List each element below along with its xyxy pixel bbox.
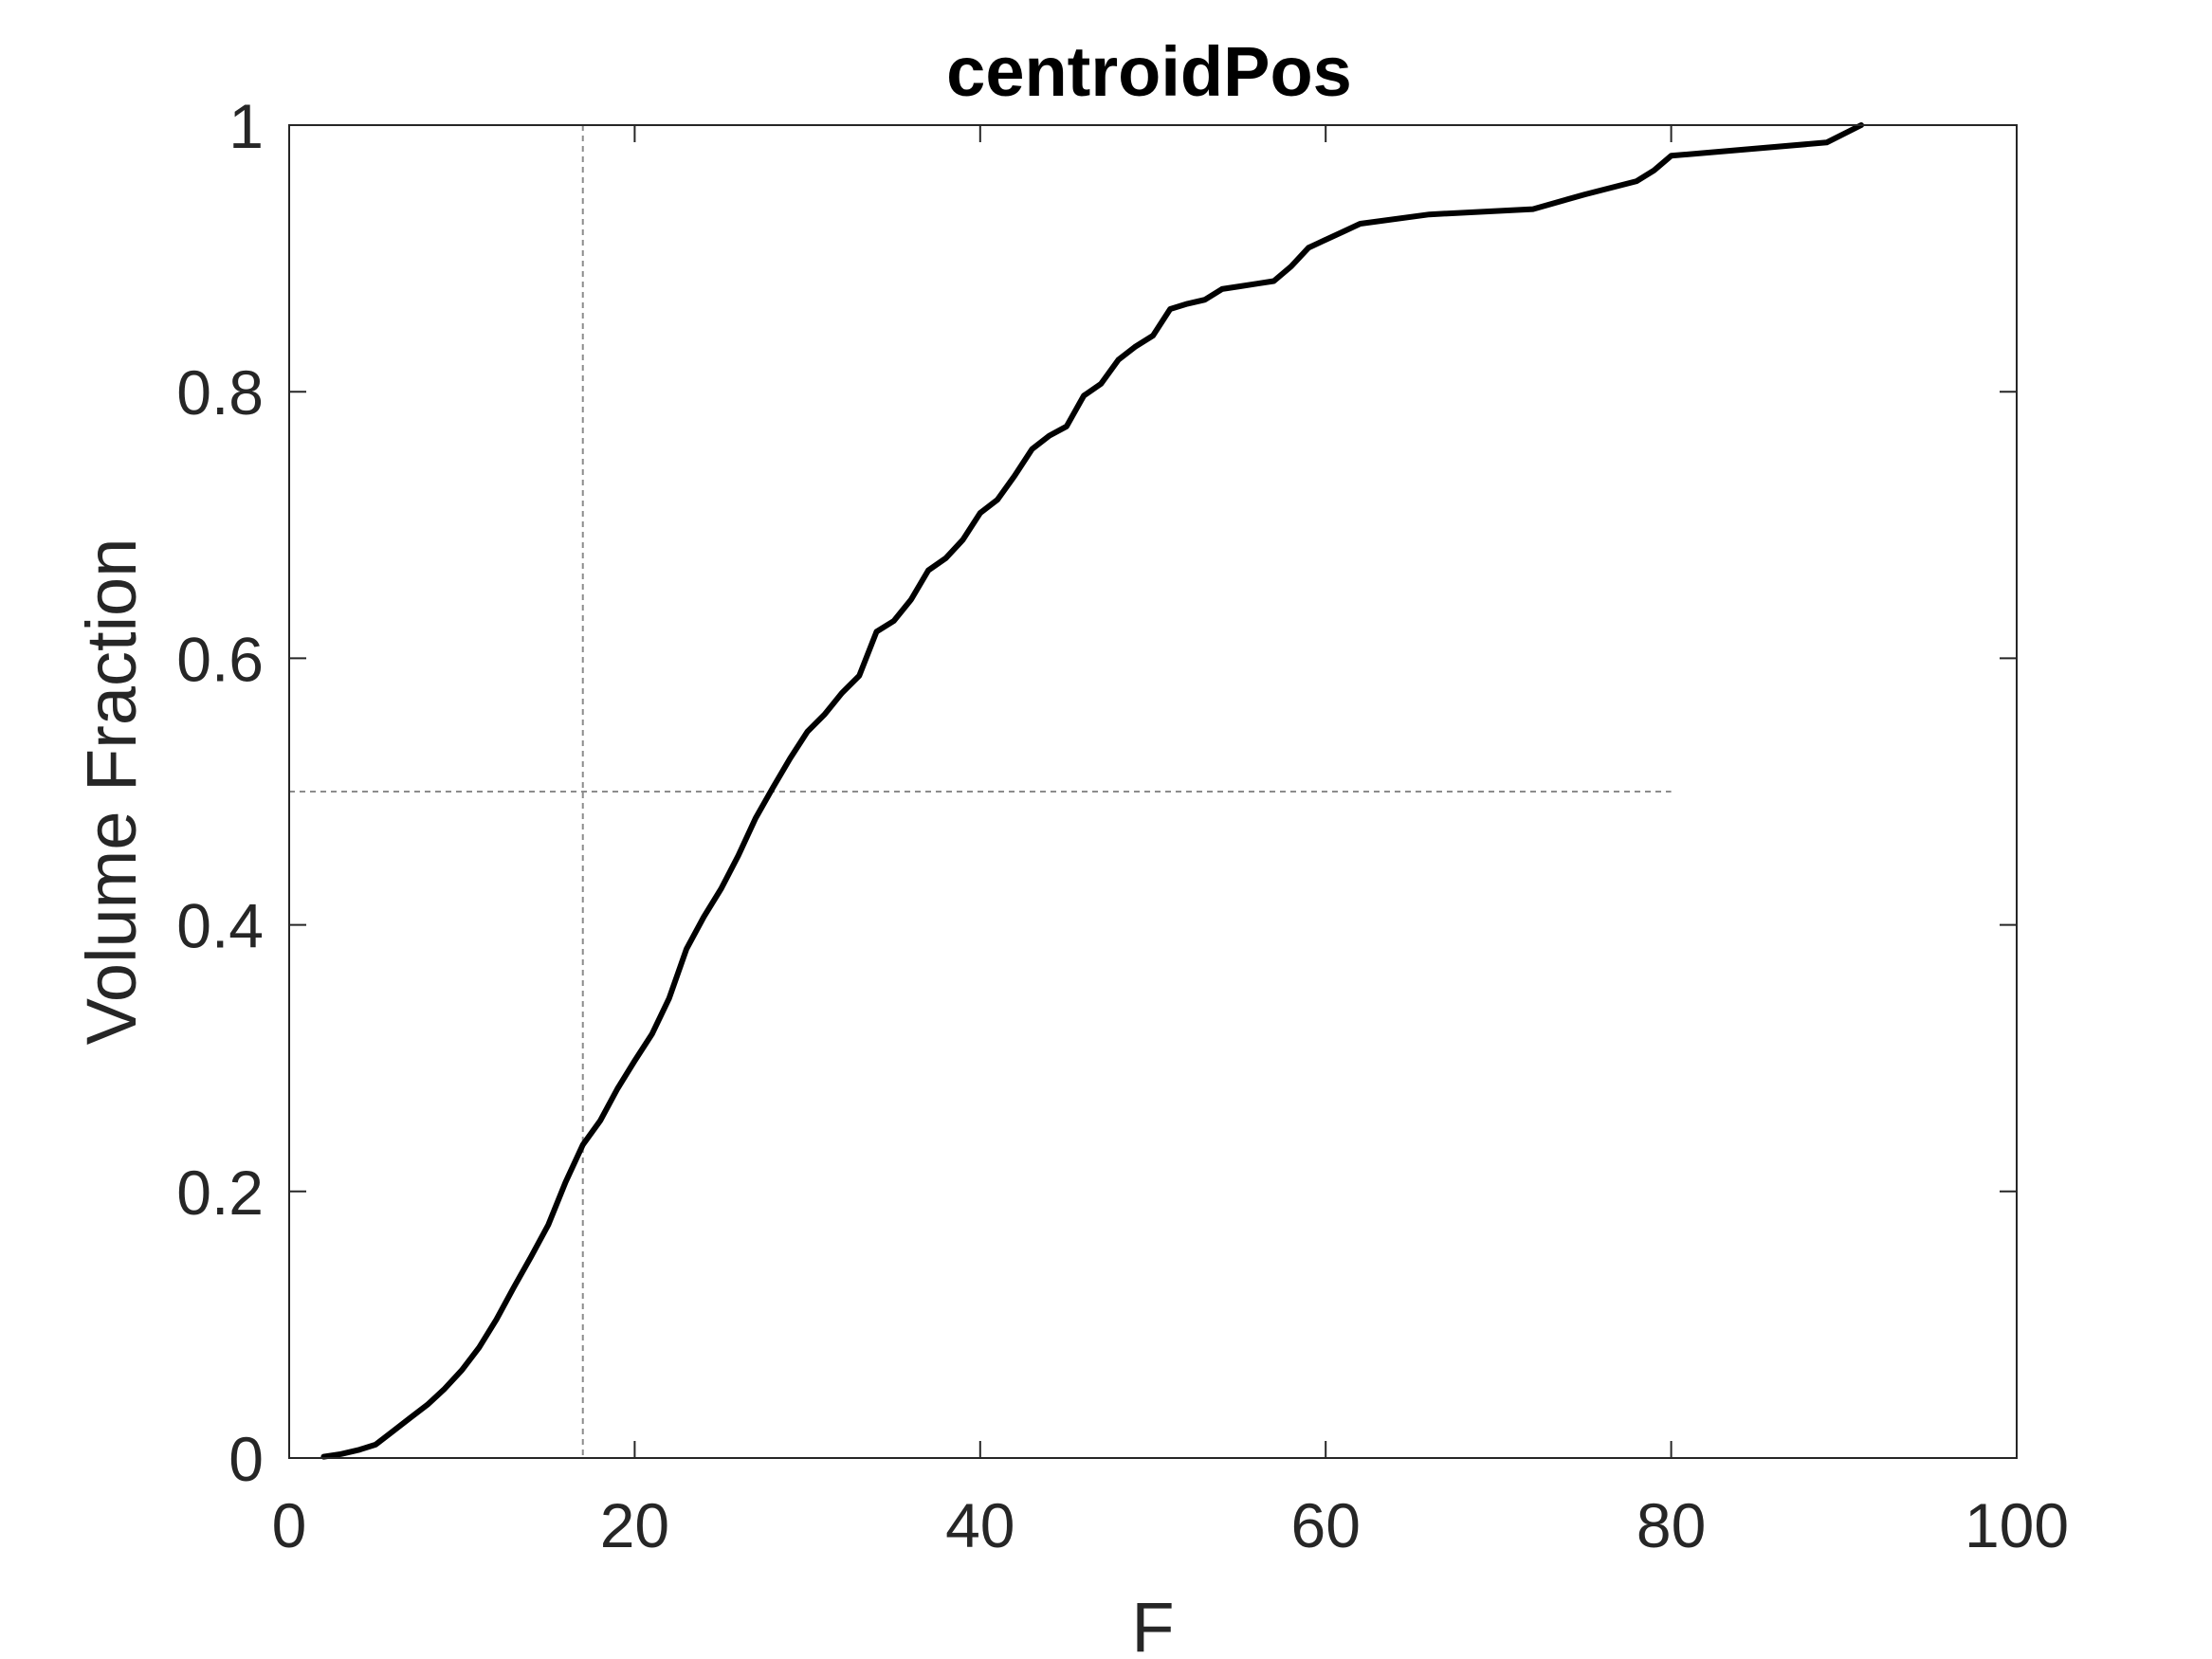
y-tick-label: 0: [229, 1424, 264, 1494]
y-tick-label: 0.6: [176, 624, 264, 694]
x-axis-label: F: [1131, 1588, 1174, 1659]
plot-area-frame: [288, 124, 2018, 1459]
y-axis: 0 0.2 0.4 0.6 0.8 1: [176, 91, 2017, 1494]
chart-title: centroidPos: [946, 32, 1352, 111]
x-tick-label: 80: [1636, 1490, 1706, 1560]
x-tick-label: 40: [945, 1490, 1015, 1560]
y-tick-label: 0.8: [176, 357, 264, 428]
x-axis: 0 20 40 60 80 100: [272, 125, 2069, 1560]
y-tick-label: 0.4: [176, 891, 264, 961]
y-axis-label: Volume Fraction: [72, 538, 151, 1046]
reference-lines: [289, 125, 1672, 1458]
x-tick-label: 60: [1290, 1490, 1360, 1560]
x-tick-label: 0: [272, 1490, 307, 1560]
y-tick-label: 0.2: [176, 1158, 264, 1228]
x-tick-label: 20: [600, 1490, 669, 1560]
series-line-0: [320, 122, 1864, 1460]
y-tick-label: 1: [229, 91, 264, 161]
series-layer: [320, 122, 1864, 1460]
x-tick-label: 100: [1965, 1490, 2069, 1560]
